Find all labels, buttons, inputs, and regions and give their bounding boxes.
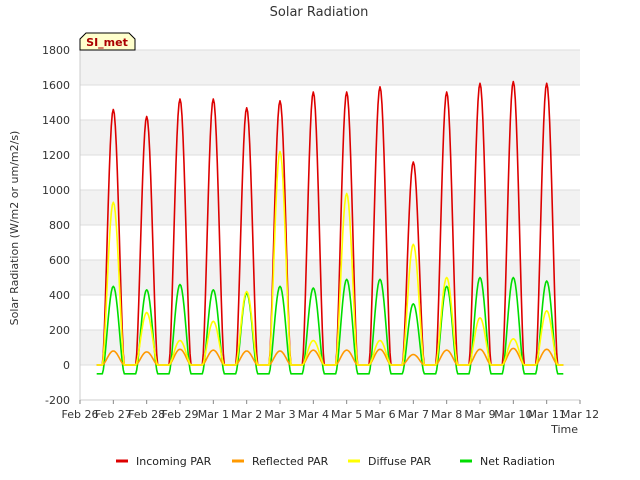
x-tick-label: Mar 4 (298, 408, 329, 421)
background-band (80, 330, 580, 365)
legend-label: Incoming PAR (136, 455, 212, 468)
gridlines (79, 49, 580, 401)
background-band (80, 85, 580, 120)
series-layer (96, 80, 564, 375)
background-band (80, 260, 580, 295)
y-tick-label: 1800 (42, 44, 70, 57)
y-tick-label: 1600 (42, 79, 70, 92)
x-tick-label: Mar 1 (198, 408, 229, 421)
legend-label: Reflected PAR (252, 455, 329, 468)
x-tick-label: Mar 10 (494, 408, 532, 421)
x-axis-title: Time (550, 423, 578, 436)
plot-background-bands (80, 50, 580, 400)
station-badge: SI_met (79, 32, 136, 51)
y-tick-label: 0 (63, 359, 70, 372)
badge-box (79, 32, 136, 51)
x-tick-label: Mar 2 (231, 408, 262, 421)
legend-label: Diffuse PAR (368, 455, 432, 468)
y-tick-label: 400 (49, 289, 70, 302)
y-tick-label: 1400 (42, 114, 70, 127)
background-band (80, 155, 580, 190)
background-band (80, 190, 580, 225)
background-band (80, 120, 580, 155)
y-tick-label: -200 (45, 394, 70, 407)
x-tick-label: Mar 7 (398, 408, 429, 421)
x-tick-label: Feb 29 (162, 408, 199, 421)
background-band (80, 365, 580, 400)
series-line-net-radiation (96, 276, 564, 375)
y-tick-label: 600 (49, 254, 70, 267)
x-tick-label: Feb 28 (128, 408, 165, 421)
x-tick-label: Feb 26 (62, 408, 99, 421)
y-tick-label: 800 (49, 219, 70, 232)
x-tick-label: Mar 8 (431, 408, 462, 421)
x-tick-label: Feb 27 (95, 408, 132, 421)
y-axis-title: Solar Radiation (W/m2 or um/m2/s) (8, 131, 21, 326)
badge-label: SI_met (86, 36, 128, 49)
x-tick-label: Mar 5 (331, 408, 362, 421)
y-tick-label: 200 (49, 324, 70, 337)
x-tick-label: Mar 12 (561, 408, 599, 421)
y-tick-label: 1200 (42, 149, 70, 162)
chart-title: Solar Radiation (270, 5, 369, 20)
x-tick-label: Mar 6 (364, 408, 395, 421)
background-band (80, 225, 580, 260)
x-tick-label: Mar 9 (464, 408, 495, 421)
series-line-diffuse-par (96, 150, 564, 366)
y-axis-ticks: -200 0 200 400 600 800 1000 1200 1400 1600 1800 (42, 44, 70, 407)
background-band (80, 50, 580, 85)
legend-label: Net Radiation (480, 455, 555, 468)
x-tick-label: Mar 3 (264, 408, 295, 421)
y-tick-label: 1000 (42, 184, 70, 197)
x-tick-label: Mar 11 (528, 408, 566, 421)
background-band (80, 295, 580, 330)
legend: Incoming PAR Reflected PAR Diffuse PAR Net … (116, 455, 555, 468)
